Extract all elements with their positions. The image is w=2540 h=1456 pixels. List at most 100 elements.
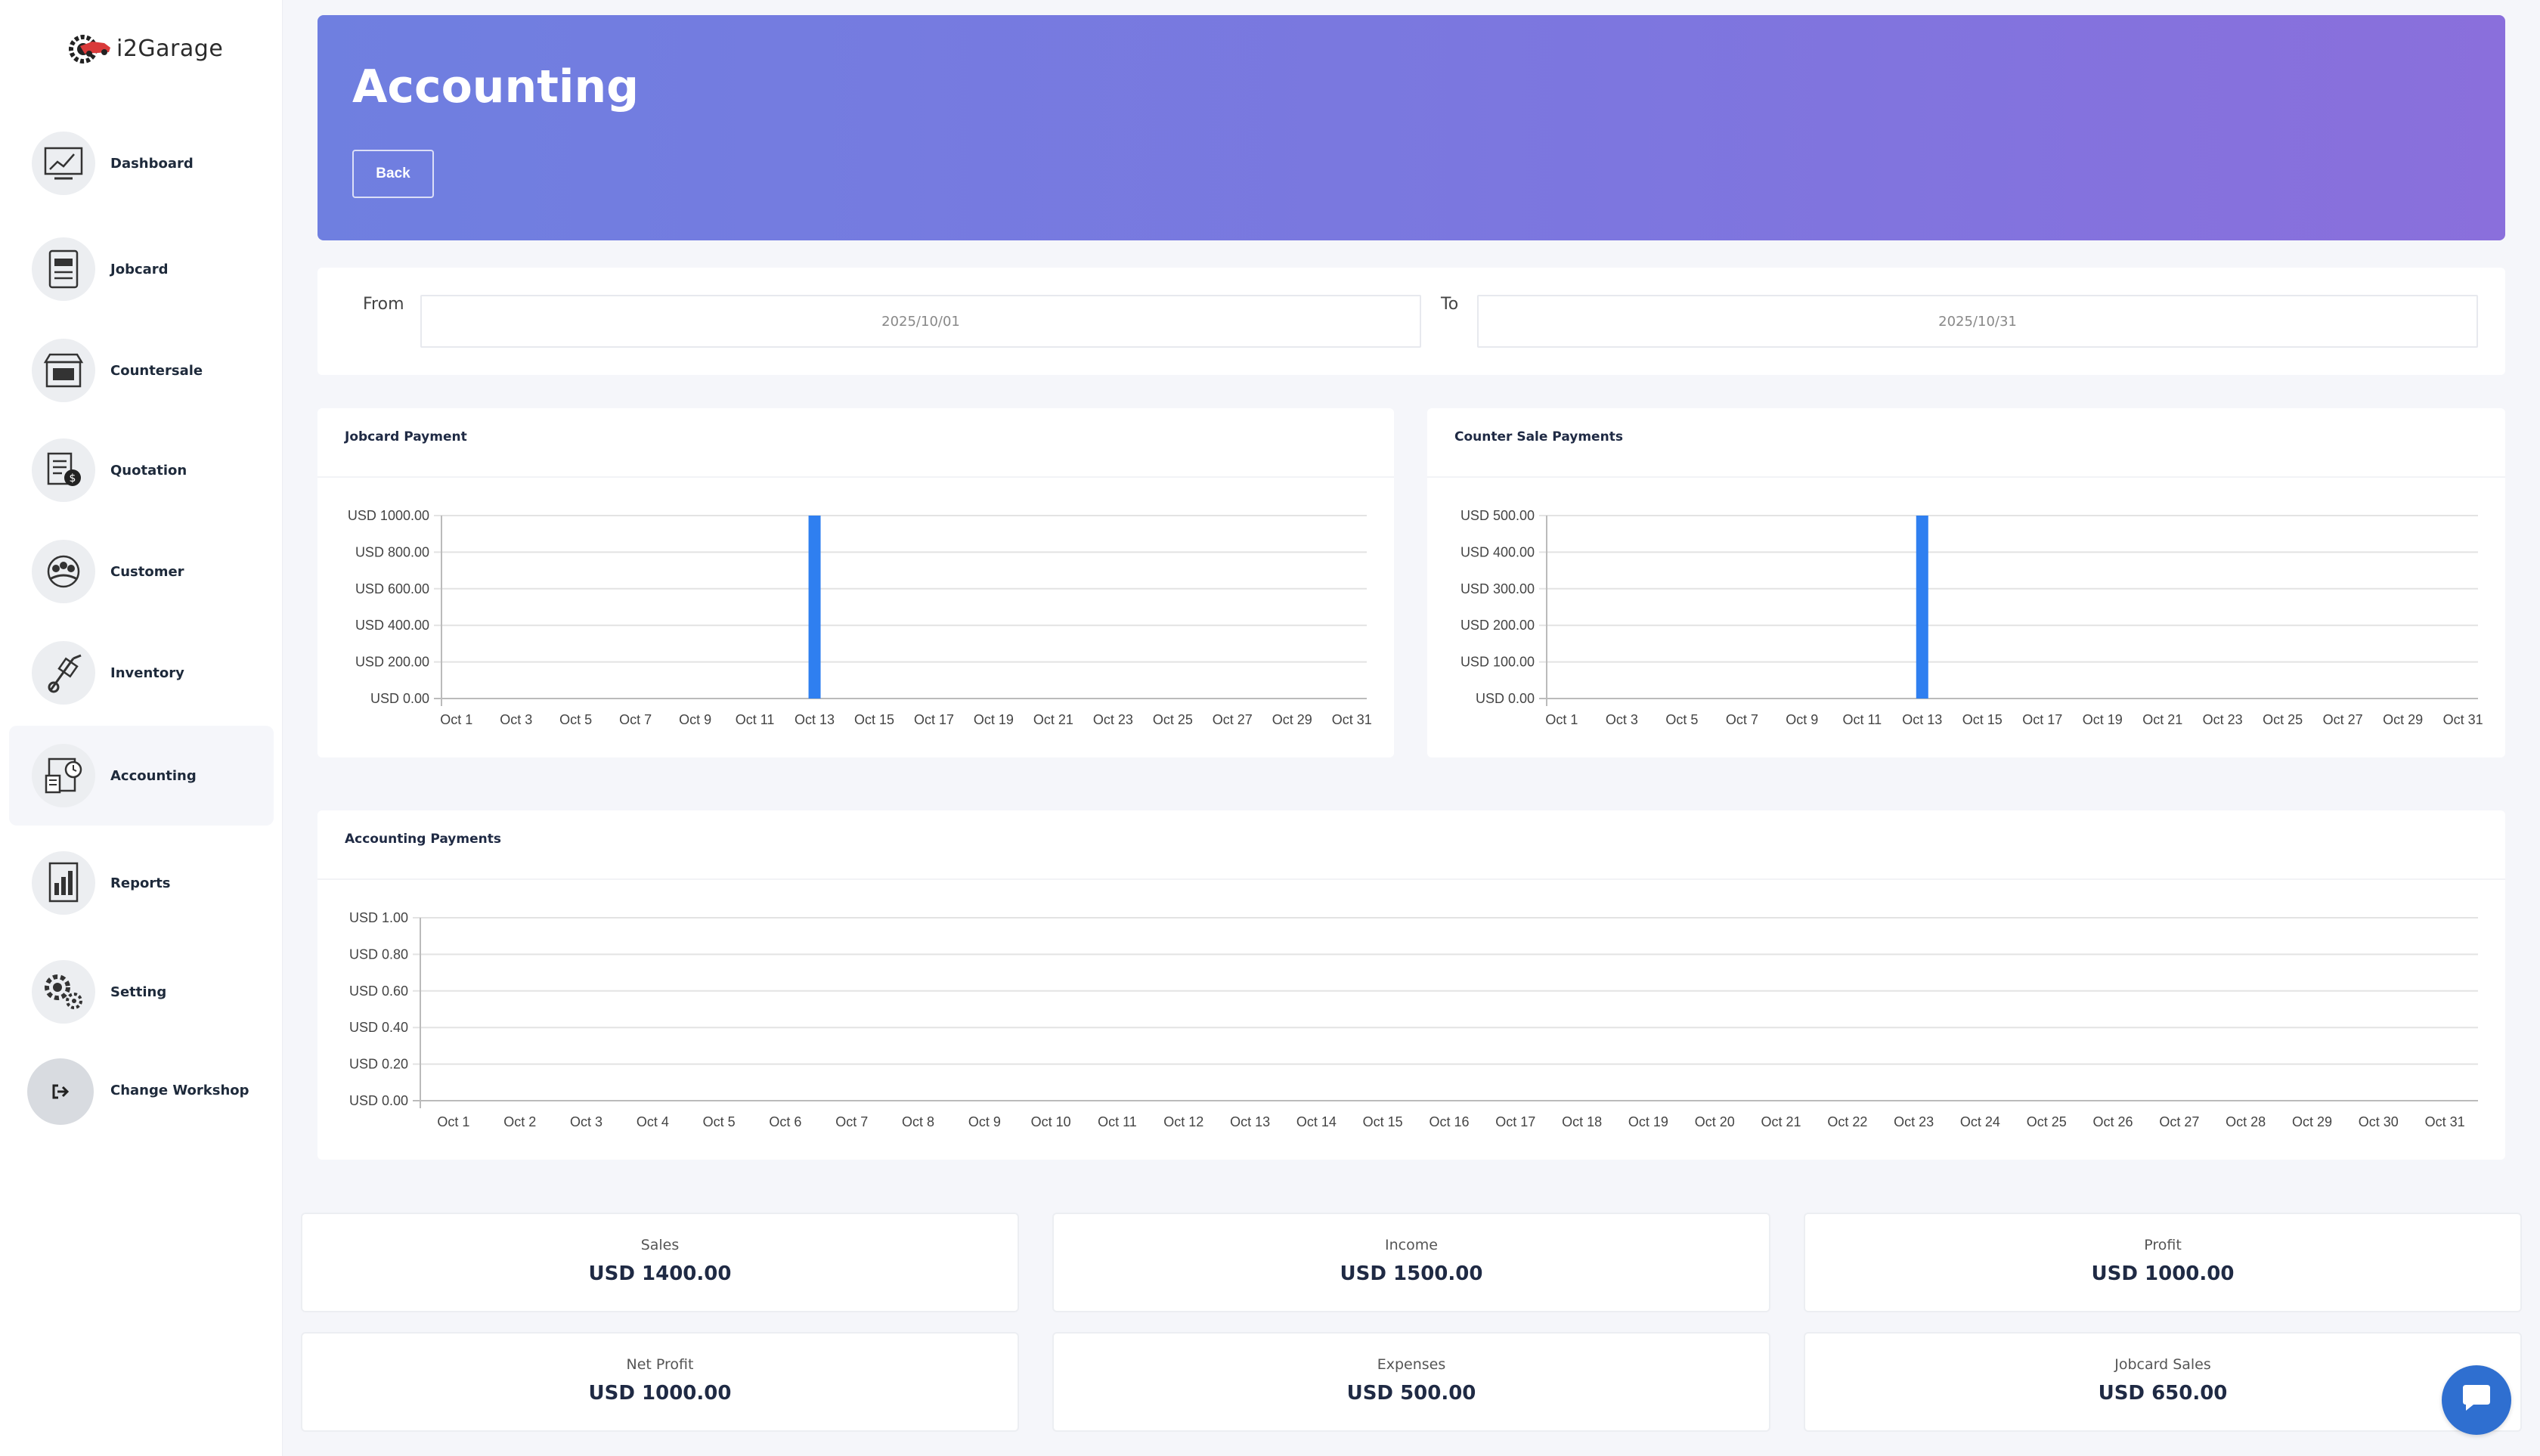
stat-sales: Sales USD 1400.00 (301, 1213, 1019, 1312)
sidebar-item-label: Inventory (110, 664, 184, 681)
stat-label: Jobcard Sales (2114, 1356, 2211, 1373)
page-title: Accounting (352, 60, 640, 113)
x-tick-label: Oct 23 (1894, 1114, 1934, 1129)
x-tick-label: Oct 11 (736, 712, 775, 727)
x-tick-label: Oct 25 (2027, 1114, 2067, 1129)
date-filter: From 2025/10/01 To 2025/10/31 (318, 268, 2505, 375)
stat-value: USD 1000.00 (2091, 1262, 2235, 1285)
x-tick-label: Oct 24 (1960, 1114, 2000, 1129)
quotation-icon: $ (32, 438, 95, 502)
y-tick-label: USD 800.00 (355, 544, 429, 559)
x-tick-label: Oct 28 (2226, 1114, 2266, 1129)
y-tick-label: USD 0.00 (349, 1093, 408, 1108)
y-tick-label: USD 1000.00 (348, 508, 429, 523)
app-logo[interactable]: i2Garage (67, 26, 223, 71)
x-tick-label: Oct 27 (1213, 712, 1253, 727)
x-tick-label: Oct 11 (1098, 1114, 1137, 1129)
x-tick-label: Oct 19 (1628, 1114, 1668, 1129)
to-date-input[interactable]: 2025/10/31 (1477, 295, 2478, 348)
sidebar-item-customer[interactable]: Customer (9, 522, 274, 621)
x-tick-label: Oct 17 (1495, 1114, 1535, 1129)
stat-value: USD 1400.00 (588, 1262, 732, 1285)
sidebar-item-inventory[interactable]: Inventory (9, 623, 274, 723)
stat-value: USD 1500.00 (1340, 1262, 1483, 1285)
x-tick-label: Oct 23 (2203, 712, 2243, 727)
x-tick-label: Oct 21 (2142, 712, 2182, 727)
to-label: To (1441, 295, 1459, 314)
x-tick-label: Oct 1 (1545, 712, 1578, 727)
x-tick-label: Oct 11 (1842, 712, 1882, 727)
jobcard-icon (32, 237, 95, 301)
x-tick-label: Oct 1 (437, 1114, 469, 1129)
x-tick-label: Oct 30 (2359, 1114, 2399, 1129)
sidebar-item-change-workshop[interactable]: Change Workshop (9, 1040, 274, 1140)
x-tick-label: Oct 27 (2323, 712, 2363, 727)
x-tick-label: Oct 25 (2263, 712, 2303, 727)
x-tick-label: Oct 12 (1163, 1114, 1203, 1129)
accounting-payments-card: Accounting Payments USD 0.00 USD 0.20 USD … (318, 810, 2505, 1160)
y-tick-label: USD 0.00 (1476, 691, 1535, 706)
x-tick-label: Oct 3 (570, 1114, 602, 1129)
x-tick-label: Oct 13 (1230, 1114, 1270, 1129)
gears-icon (32, 960, 95, 1024)
stat-profit: Profit USD 1000.00 (1804, 1213, 2522, 1312)
back-button[interactable]: Back (352, 150, 434, 198)
customer-icon (32, 540, 95, 603)
y-tick-label: USD 0.60 (349, 984, 408, 999)
x-tick-label: Oct 3 (1606, 712, 1638, 727)
stat-label: Profit (2144, 1237, 2182, 1253)
x-tick-label: Oct 7 (1726, 712, 1758, 727)
x-tick-label: Oct 15 (854, 712, 894, 727)
svg-text:$: $ (70, 472, 76, 485)
x-tick-label: Oct 25 (1153, 712, 1193, 727)
sidebar-item-quotation[interactable]: $ Quotation (9, 420, 274, 520)
card-divider (318, 878, 2505, 880)
x-tick-label: Oct 3 (500, 712, 532, 727)
y-tick-label: USD 0.20 (349, 1057, 408, 1072)
from-date-input[interactable]: 2025/10/01 (420, 295, 1421, 348)
sidebar-item-jobcard[interactable]: Jobcard (9, 219, 274, 319)
x-tick-label: Oct 21 (1033, 712, 1073, 727)
sidebar-item-reports[interactable]: Reports (9, 833, 274, 933)
x-tick-label: Oct 9 (968, 1114, 1001, 1129)
sidebar-item-label: Dashboard (110, 155, 194, 172)
chart-title: Accounting Payments (345, 832, 501, 847)
chat-button[interactable] (2442, 1365, 2511, 1435)
y-tick-label: USD 0.80 (349, 946, 408, 962)
sidebar-item-countersale[interactable]: Countersale (9, 321, 274, 420)
x-tick-label: Oct 7 (619, 712, 652, 727)
x-tick-label: Oct 1 (440, 712, 472, 727)
stat-label: Sales (640, 1237, 680, 1253)
stat-label: Net Profit (626, 1356, 694, 1373)
counter-sale-payments-chart: USD 0.00 USD 100.00 USD 200.00 USD 300.00 US… (1460, 508, 2483, 727)
y-tick-label: USD 600.00 (355, 581, 429, 596)
counter-sale-payments-card: Counter Sale Payments USD 0.00 USD 100.00… (1427, 408, 2505, 757)
stat-value: USD 1000.00 (588, 1382, 732, 1405)
sidebar-item-label: Accounting (110, 767, 197, 784)
x-tick-label: Oct 31 (2425, 1114, 2465, 1129)
y-tick-label: USD 400.00 (355, 618, 429, 633)
sidebar-item-label: Customer (110, 563, 184, 580)
stat-jobcard-sales: Jobcard Sales USD 650.00 (1804, 1332, 2522, 1432)
x-tick-label: Oct 19 (2083, 712, 2123, 727)
sidebar-item-accounting[interactable]: Accounting (9, 726, 274, 826)
x-tick-label: Oct 5 (1665, 712, 1698, 727)
sidebar-item-label: Jobcard (110, 261, 169, 277)
bar-oct-13 (808, 516, 821, 699)
x-tick-label: Oct 31 (2443, 712, 2483, 727)
x-tick-label: Oct 13 (1902, 712, 1942, 727)
x-tick-label: Oct 18 (1562, 1114, 1602, 1129)
chat-bubble-icon (2460, 1383, 2493, 1417)
dashboard-icon (32, 132, 95, 195)
y-tick-label: USD 200.00 (355, 655, 429, 670)
sidebar-item-dashboard[interactable]: Dashboard (9, 113, 274, 213)
x-tick-label: Oct 7 (835, 1114, 868, 1129)
sidebar: i2Garage Dashboard Jobcard Countersale $… (0, 0, 283, 1456)
x-tick-label: Oct 9 (679, 712, 711, 727)
bar-oct-13 (1916, 516, 1928, 699)
jobcard-payment-card: Jobcard Payment USD 0.00 USD 200.00 USD 40… (318, 408, 1394, 757)
x-tick-label: Oct 23 (1093, 712, 1133, 727)
sidebar-item-setting[interactable]: Setting (9, 942, 274, 1042)
trolley-icon (32, 641, 95, 705)
stat-label: Expenses (1377, 1356, 1446, 1373)
